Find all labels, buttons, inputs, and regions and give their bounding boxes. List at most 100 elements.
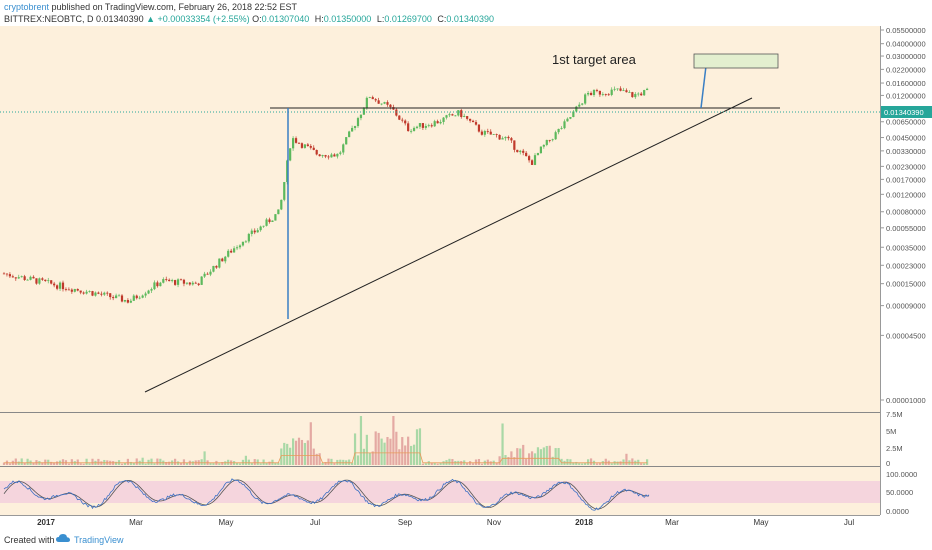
- volume-bar: [410, 445, 413, 465]
- candle-body: [38, 278, 41, 284]
- candle-body: [67, 289, 70, 291]
- candle-body: [286, 160, 289, 183]
- candle-body: [557, 128, 560, 133]
- support-trendline[interactable]: [144, 97, 753, 393]
- last-price-tag: [881, 106, 932, 118]
- candle-body: [324, 155, 327, 157]
- candle-body: [530, 160, 534, 165]
- candle-body: [318, 154, 321, 157]
- volume-bar: [466, 463, 469, 465]
- projection-line[interactable]: [700, 65, 707, 109]
- candle-body: [241, 241, 245, 246]
- volume-bar: [2, 462, 6, 465]
- volume-bar: [297, 437, 301, 465]
- candle-body: [640, 93, 643, 96]
- candle-body: [463, 116, 466, 117]
- volume-pane[interactable]: [0, 413, 880, 466]
- volume-bar: [451, 459, 454, 465]
- volume-bar: [398, 449, 401, 465]
- price-axis[interactable]: 0.05500000 0.04000000 0.03000000 0.02200000…: [880, 26, 926, 405]
- candle-body: [353, 126, 357, 128]
- volume-bar: [176, 461, 180, 465]
- author-link[interactable]: cryptobrent: [4, 2, 50, 12]
- low-value: 0.01269700: [384, 14, 432, 24]
- candle-body: [377, 100, 380, 104]
- candle-body: [150, 289, 153, 291]
- candle-body: [26, 279, 29, 281]
- volume-bar: [294, 440, 298, 465]
- candle-body: [2, 273, 6, 275]
- candle-body: [507, 136, 510, 139]
- volume-bar: [250, 462, 253, 465]
- price-tick: 0.00330000: [886, 147, 926, 156]
- candle-body: [289, 148, 292, 161]
- candle-body: [401, 119, 404, 121]
- candle-body: [489, 131, 492, 135]
- volume-bar: [637, 459, 640, 465]
- candle-body: [410, 130, 413, 132]
- volume-bar: [115, 461, 118, 465]
- time-axis[interactable]: 2017 Mar May Jul Sep Nov 2018 Mar May Ju…: [37, 518, 854, 527]
- volume-bar: [480, 463, 483, 465]
- volume-bar: [575, 461, 578, 465]
- candle-body: [513, 140, 516, 150]
- candle-body: [200, 276, 203, 285]
- volume-bar: [244, 455, 247, 465]
- candle-body: [637, 93, 640, 95]
- candle-body: [58, 282, 62, 289]
- target-area-box[interactable]: [693, 53, 779, 69]
- volume-bar: [312, 448, 315, 465]
- price-tick: 0.03000000: [886, 52, 926, 61]
- candle-body: [191, 282, 194, 285]
- candle-body: [404, 120, 407, 124]
- volume-axis[interactable]: 7.5M 5M 2.5M 0: [886, 410, 903, 468]
- tradingview-cloud-icon[interactable]: [56, 533, 70, 543]
- candle-body: [625, 90, 628, 93]
- created-with-text: Created with: [4, 535, 55, 545]
- price-pane[interactable]: [0, 26, 880, 412]
- candle-body: [221, 258, 224, 262]
- volume-bar: [569, 459, 572, 465]
- rsi-axis[interactable]: 100.0000 50.0000 0.0000: [886, 470, 917, 516]
- chart-area[interactable]: 1st target area 0.05500000 0.04000000 0.03…: [0, 26, 932, 528]
- volume-bar: [610, 463, 613, 465]
- candle-body: [380, 103, 383, 105]
- candle-body: [592, 89, 596, 96]
- publish-line: cryptobrent published on TradingView.com…: [4, 2, 297, 12]
- volume-bar: [91, 458, 94, 465]
- volume-bar: [495, 462, 498, 465]
- tradingview-brand-link[interactable]: TradingView: [74, 535, 124, 545]
- candle-body: [486, 130, 489, 132]
- volume-bar: [386, 437, 389, 465]
- candle-body: [407, 123, 410, 132]
- volume-bar: [247, 459, 250, 465]
- candle-body: [141, 295, 144, 298]
- rsi-tick: 50.0000: [886, 488, 913, 497]
- candle-body: [70, 289, 73, 292]
- price-tick: 0.00015000: [886, 280, 926, 289]
- candle-body: [306, 144, 309, 147]
- volume-tick: 7.5M: [886, 410, 903, 419]
- candle-body: [277, 209, 280, 215]
- candle-body: [631, 92, 634, 98]
- candle-body: [97, 292, 100, 294]
- candle-body: [389, 104, 392, 108]
- volume-bar: [174, 458, 177, 465]
- candle-body: [194, 282, 197, 284]
- chart-svg[interactable]: 1st target area 0.05500000 0.04000000 0.03…: [0, 26, 932, 528]
- candle-body: [474, 122, 478, 125]
- candle-body: [601, 94, 604, 95]
- volume-bar: [235, 462, 239, 465]
- candle-body: [365, 97, 368, 109]
- candle-body: [533, 155, 537, 165]
- candle-body: [536, 153, 540, 156]
- last-price: 0.01340390: [96, 14, 144, 24]
- open-value: 0.01307040: [261, 14, 310, 24]
- volume-bar: [321, 462, 324, 465]
- candle-body: [274, 214, 277, 221]
- candle-body: [168, 279, 171, 282]
- volume-bar: [371, 451, 374, 465]
- candle-body: [613, 88, 616, 90]
- volume-bar: [333, 463, 336, 465]
- volume-bar: [47, 459, 50, 465]
